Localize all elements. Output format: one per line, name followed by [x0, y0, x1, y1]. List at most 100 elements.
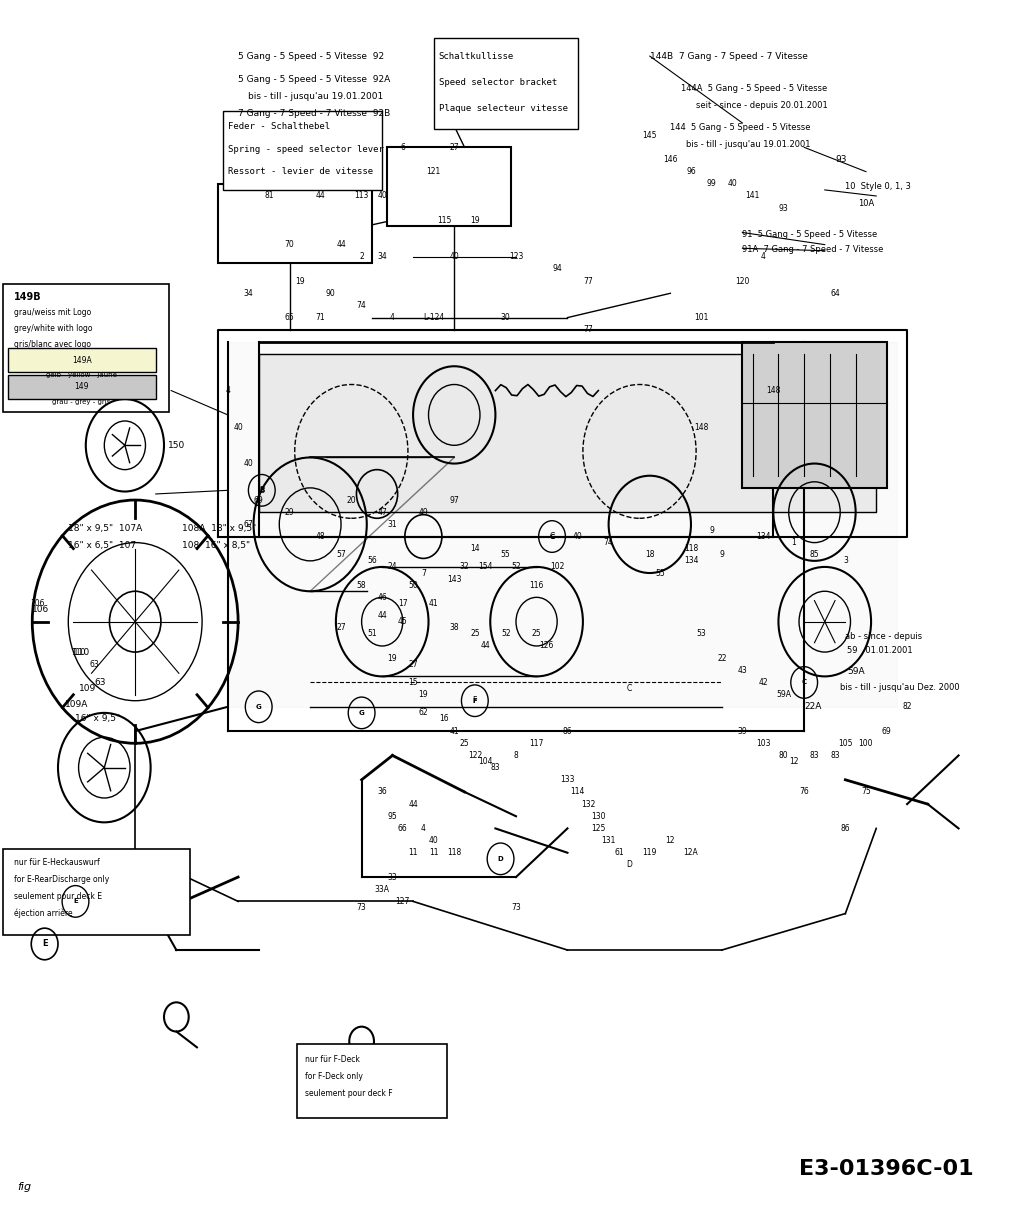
Text: 44: 44: [316, 191, 325, 200]
Text: 145: 145: [643, 130, 657, 140]
Text: 86: 86: [562, 727, 573, 735]
Text: 7 Gang - 7 Speed - 7 Vitesse  92B: 7 Gang - 7 Speed - 7 Vitesse 92B: [238, 108, 390, 118]
Text: 40: 40: [449, 252, 459, 261]
Text: 100: 100: [859, 739, 873, 747]
Text: gelb - yellow - jaune: gelb - yellow - jaune: [46, 372, 117, 378]
Text: grau/weiss mit Logo: grau/weiss mit Logo: [13, 308, 91, 317]
Text: 106: 106: [30, 599, 44, 608]
Text: 96: 96: [686, 167, 696, 177]
Polygon shape: [228, 343, 897, 707]
Text: 44: 44: [378, 611, 387, 620]
Text: 85: 85: [810, 550, 819, 560]
Text: 7: 7: [421, 568, 426, 578]
Text: 59   01.01.2001: 59 01.01.2001: [847, 646, 913, 656]
Text: 19: 19: [388, 653, 397, 663]
Text: E: E: [73, 898, 77, 904]
Text: L-124: L-124: [423, 313, 445, 322]
Text: nur für E-Heckauswurf: nur für E-Heckauswurf: [13, 858, 99, 867]
Text: 40: 40: [573, 531, 583, 541]
Text: 106: 106: [32, 605, 50, 614]
Text: 99: 99: [707, 179, 716, 188]
Text: bis - till - jusqu'au Dez. 2000: bis - till - jusqu'au Dez. 2000: [840, 683, 960, 692]
Text: 119: 119: [643, 848, 657, 857]
Text: 40: 40: [378, 191, 387, 200]
Text: Spring - speed selector lever: Spring - speed selector lever: [228, 145, 384, 154]
Text: 8: 8: [514, 751, 518, 759]
Text: 55: 55: [501, 550, 511, 560]
FancyBboxPatch shape: [7, 374, 156, 399]
Text: 18" x 9,5"  107A: 18" x 9,5" 107A: [68, 523, 142, 533]
Text: Plaque selecteur vitesse: Plaque selecteur vitesse: [439, 104, 568, 112]
Text: 144A  5 Gang - 5 Speed - 5 Vitesse: 144A 5 Gang - 5 Speed - 5 Vitesse: [681, 84, 827, 94]
Text: 57: 57: [336, 550, 346, 560]
Text: 25: 25: [531, 629, 542, 639]
Text: B: B: [259, 486, 264, 495]
Text: 16: 16: [440, 714, 449, 723]
Text: D: D: [626, 861, 633, 869]
Text: 11: 11: [429, 848, 439, 857]
Text: C: C: [626, 684, 632, 694]
Text: 59A: 59A: [776, 690, 792, 700]
Text: 95: 95: [388, 812, 397, 820]
Text: 109: 109: [78, 684, 96, 694]
Text: 19: 19: [295, 277, 304, 285]
Text: 69: 69: [254, 496, 263, 505]
Text: 148: 148: [766, 386, 780, 395]
Text: 121: 121: [426, 167, 441, 177]
Text: 70: 70: [285, 240, 294, 249]
Text: 69: 69: [881, 727, 892, 735]
Text: 149: 149: [74, 383, 89, 391]
FancyBboxPatch shape: [3, 850, 190, 935]
Text: 12: 12: [666, 836, 675, 845]
Text: 141: 141: [745, 191, 760, 200]
Text: 19: 19: [419, 690, 428, 700]
Text: 38: 38: [449, 623, 459, 633]
Text: C: C: [549, 534, 554, 540]
Text: 91  5 Gang - 5 Speed - 5 Vitesse: 91 5 Gang - 5 Speed - 5 Vitesse: [742, 230, 877, 239]
Text: 118: 118: [447, 848, 461, 857]
Text: Schaltkullisse: Schaltkullisse: [439, 51, 514, 61]
Text: Speed selector bracket: Speed selector bracket: [439, 78, 557, 87]
Text: 18: 18: [645, 550, 654, 560]
Text: 134: 134: [755, 531, 770, 541]
Text: D: D: [497, 856, 504, 862]
Text: 52: 52: [511, 562, 521, 572]
Text: 15: 15: [409, 678, 418, 688]
Text: 47: 47: [378, 507, 387, 517]
Text: 116: 116: [529, 580, 544, 590]
Text: 114: 114: [571, 787, 585, 796]
Text: 154: 154: [478, 562, 492, 572]
Text: Feder - Schalthebel: Feder - Schalthebel: [228, 122, 330, 132]
Text: 20: 20: [347, 496, 356, 505]
Text: 83: 83: [490, 763, 501, 772]
Text: 22A: 22A: [804, 702, 821, 712]
Text: gris/blanc avec logo: gris/blanc avec logo: [13, 340, 91, 349]
Text: 149B: 149B: [13, 291, 41, 302]
Text: 44: 44: [336, 240, 346, 249]
Text: 22: 22: [717, 653, 727, 663]
Polygon shape: [259, 354, 876, 512]
Text: 45: 45: [398, 617, 408, 627]
Text: 103: 103: [755, 739, 770, 747]
Text: G: G: [256, 703, 261, 709]
Text: 150: 150: [168, 441, 186, 450]
Text: éjection arrière: éjection arrière: [13, 909, 72, 918]
Text: 132: 132: [581, 800, 595, 808]
Text: 58: 58: [357, 580, 366, 590]
Text: 110: 110: [73, 647, 91, 657]
Text: 133: 133: [560, 775, 575, 784]
Text: 120: 120: [735, 277, 749, 285]
Text: 83: 83: [831, 751, 840, 759]
Text: 5 Gang - 5 Speed - 5 Vitesse  92: 5 Gang - 5 Speed - 5 Vitesse 92: [238, 51, 384, 61]
Text: 149A: 149A: [72, 356, 92, 364]
Text: 66: 66: [398, 824, 408, 833]
Text: 83: 83: [810, 751, 819, 759]
Text: 44: 44: [409, 800, 418, 808]
Text: 25: 25: [470, 629, 480, 639]
Text: 27: 27: [336, 623, 346, 633]
Text: 93: 93: [835, 155, 846, 165]
Text: 33A: 33A: [375, 885, 390, 894]
Text: 40: 40: [244, 460, 253, 468]
Text: 148: 148: [695, 423, 708, 432]
Text: 63: 63: [94, 678, 105, 688]
